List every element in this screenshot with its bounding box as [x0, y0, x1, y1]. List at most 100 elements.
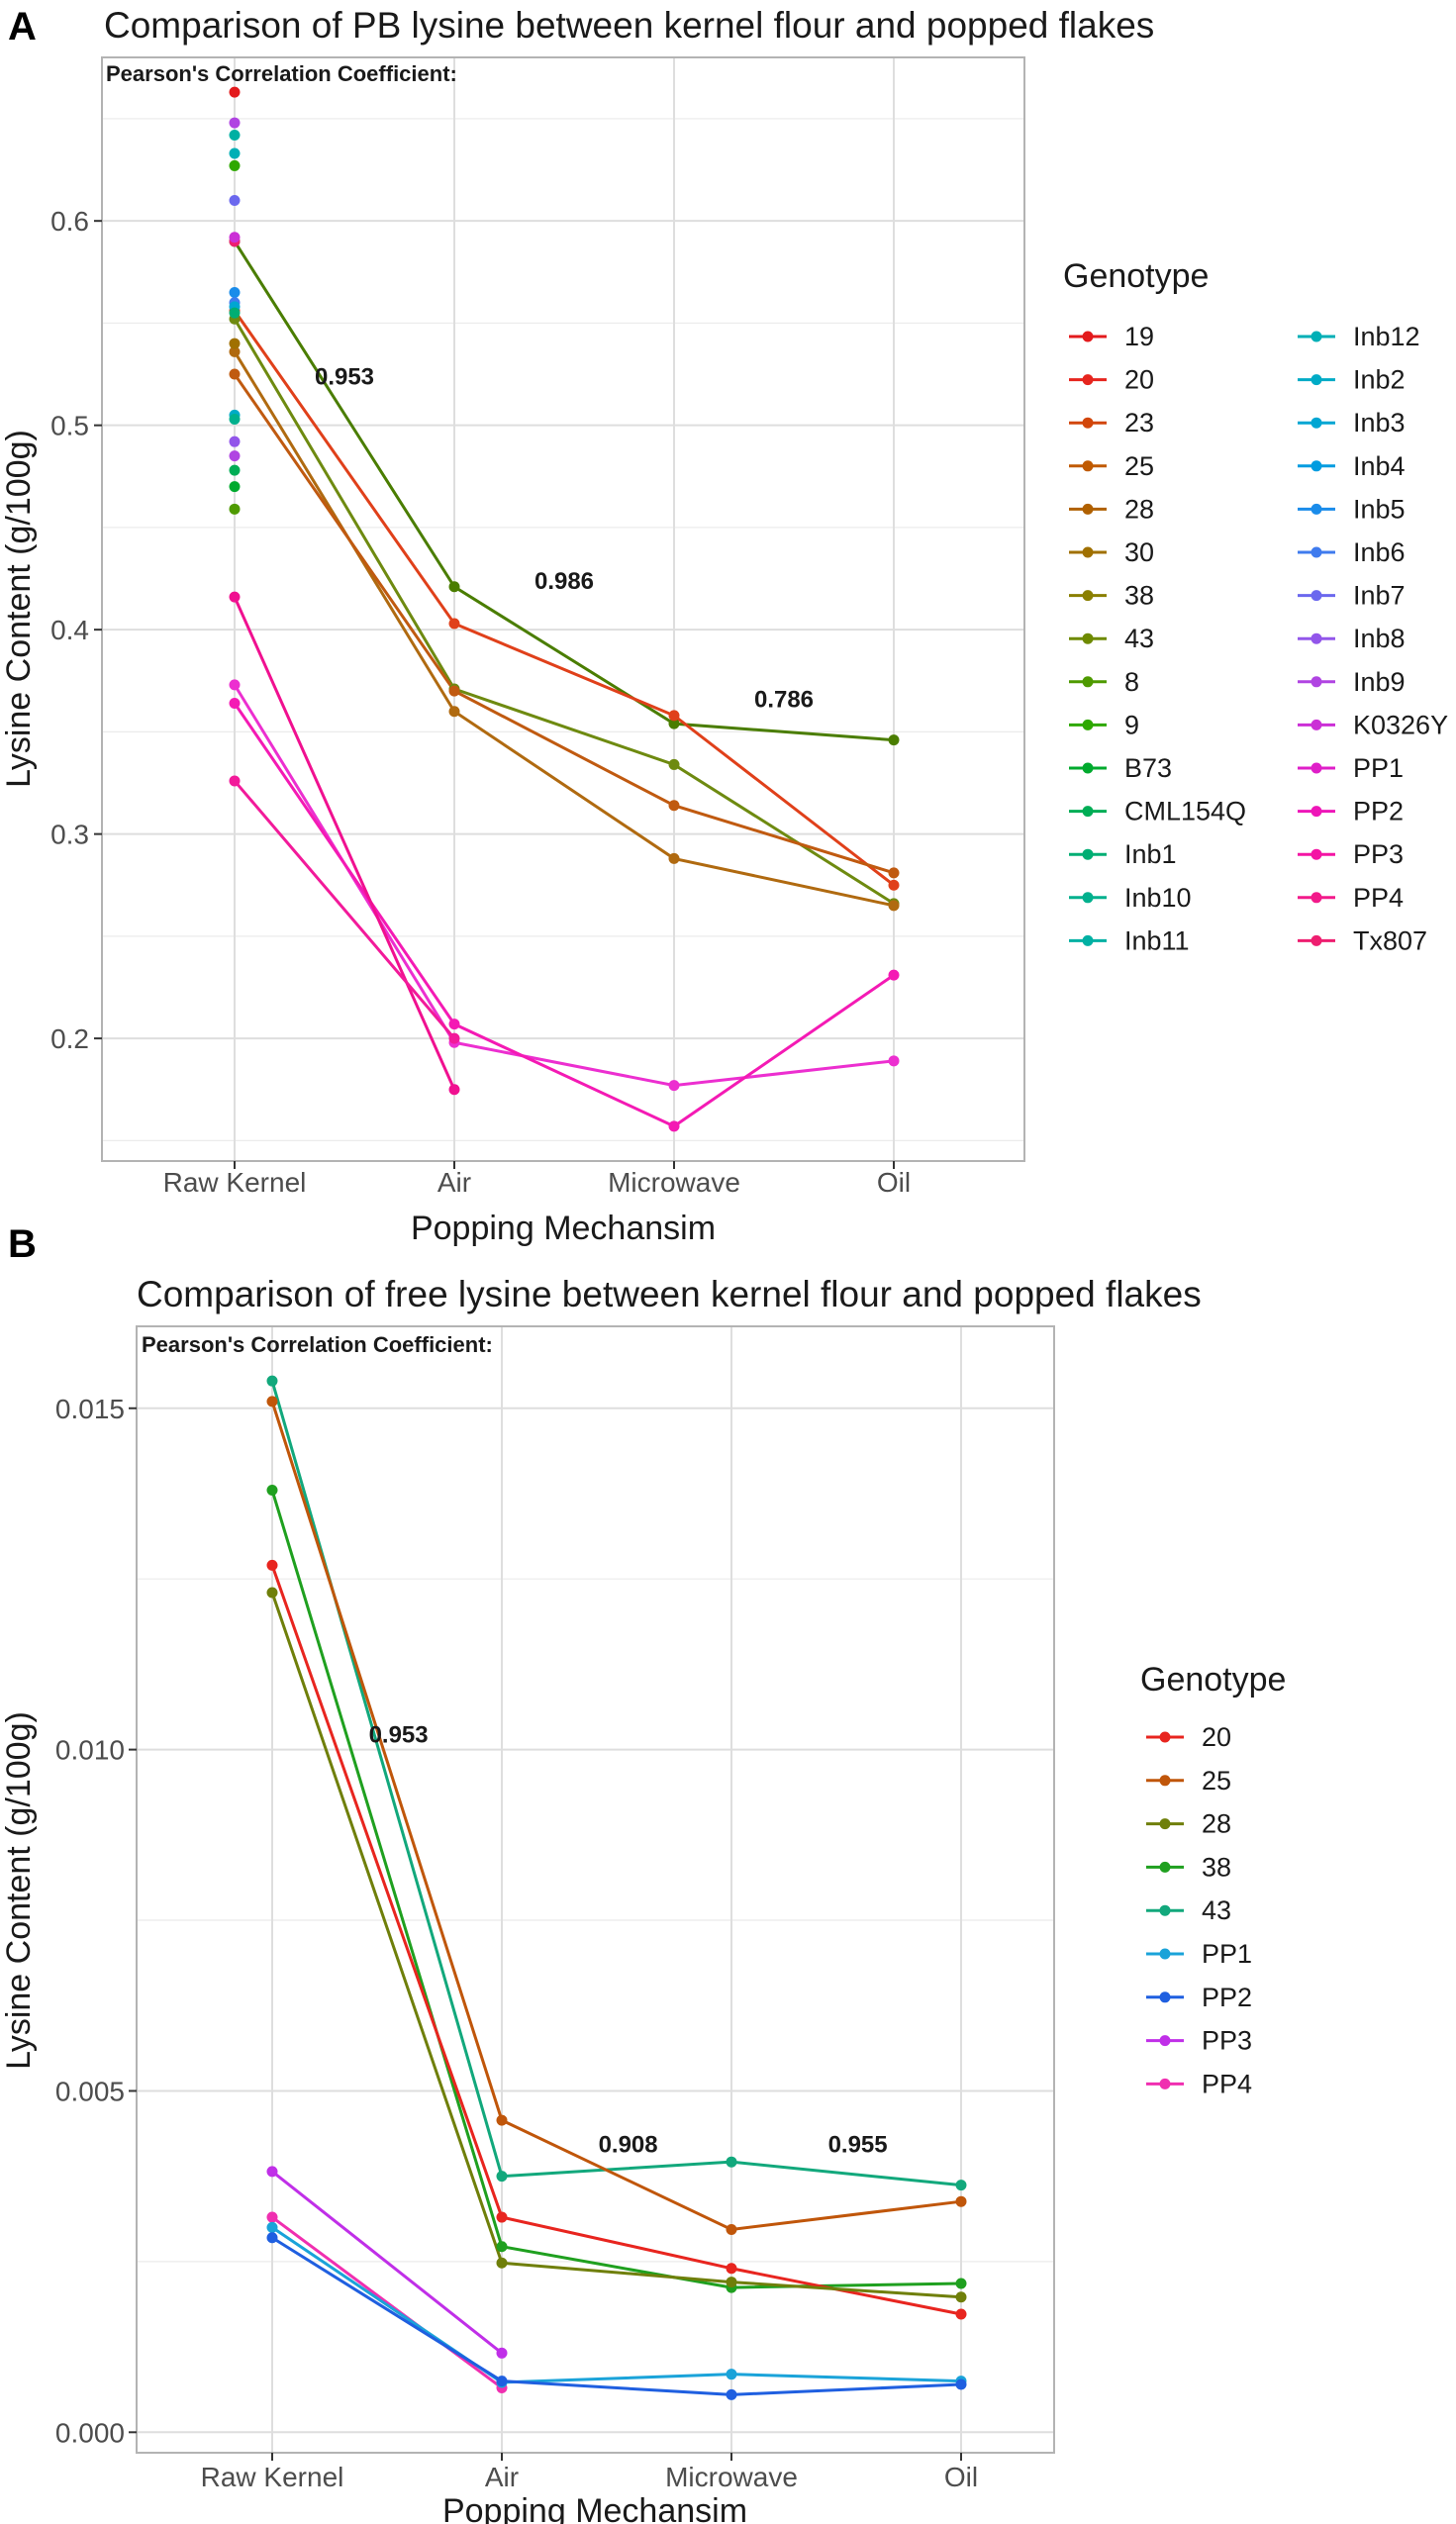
panel-a-legend-key-point: [1310, 632, 1322, 644]
panel-a-legend-key-point: [1310, 546, 1322, 558]
panel-a-legend-key-point: [1082, 676, 1094, 688]
panel-b-legend-key-point: [1159, 1991, 1171, 2003]
panel-b-legend-key-point: [1159, 1775, 1171, 1787]
panel-a-legend-label: 28: [1124, 494, 1154, 524]
panel-b-series-point: [955, 2180, 967, 2191]
panel-a-legend-label: 8: [1124, 667, 1139, 697]
panel-a-legend-key-point: [1310, 460, 1322, 472]
panel-a-legend-key-point: [1082, 892, 1094, 904]
panel-a-legend-title: Genotype: [1063, 257, 1209, 295]
panel-a-legend-label: Inb4: [1353, 451, 1406, 481]
panel-a-correlation-value: 0.986: [534, 568, 594, 595]
panel-a-series-point: [668, 800, 680, 812]
panel-b-series-point: [266, 2232, 278, 2244]
panel-a-legend-label: CML154Q: [1124, 797, 1246, 826]
panel-a-legend-label: Inb1: [1124, 839, 1177, 869]
panel-a-legend-key-point: [1310, 331, 1322, 342]
panel-a-x-tick-label: Raw Kernel: [163, 1167, 307, 1198]
panel-a-x-axis-title: Popping Mechansim: [411, 1210, 716, 1247]
panel-a-legend-label: 43: [1124, 624, 1154, 653]
panel-b-series-point: [726, 2369, 737, 2380]
panel-b-y-ticks: 0.000 0.005 0.010 0.015: [55, 1394, 137, 2448]
panel-a-legend-label: Inb2: [1353, 365, 1406, 395]
panel-a-legend-label: 23: [1124, 408, 1154, 437]
panel-b-legend-key-point: [1159, 1861, 1171, 1873]
panel-b-series-point: [496, 2347, 508, 2359]
panel-b-series-point: [955, 2195, 967, 2207]
panel-a-legend-key-point: [1310, 719, 1322, 730]
panel-b-correlation-value: 0.953: [369, 1722, 429, 1749]
panel-b-series-point: [955, 2308, 967, 2320]
panel-a-series-point: [668, 718, 680, 729]
panel-a-legend-label: Inb7: [1353, 581, 1406, 611]
panel-b-series-point: [955, 2291, 967, 2303]
panel-b-y-tick-label: 0.015: [55, 1394, 125, 1424]
panel-b-series-line: [270, 1564, 962, 2316]
panel-b-legend-label: PP3: [1202, 2026, 1252, 2056]
panel-a-legend-label: PP4: [1353, 883, 1404, 913]
panel-a-series-point: [888, 969, 900, 981]
panel-a-series-point: [229, 679, 241, 691]
panel-a-raw-point: [229, 436, 241, 447]
panel-b-series-point: [266, 1396, 278, 1408]
panel-b-series-point: [496, 2114, 508, 2126]
panel-b-series-line: [270, 1401, 962, 2232]
panel-a-legend-label: Inb9: [1353, 667, 1406, 697]
panel-a-series-point: [668, 1080, 680, 1092]
panel-a-legend-key-point: [1082, 848, 1094, 860]
panel-a-legend-label: 9: [1124, 710, 1139, 739]
panel-a-series-point: [229, 345, 241, 357]
panel-b-series-point: [266, 2166, 278, 2178]
panel-a-series-point: [229, 697, 241, 709]
panel-a-series-line: [233, 779, 456, 1040]
panel-a-legend-key-point: [1082, 934, 1094, 946]
panel-a-legend-label: 30: [1124, 537, 1154, 567]
panel-b-series-point: [266, 1587, 278, 1599]
panel-b-legend-key-point: [1159, 1948, 1171, 1960]
panel-a-series-point: [668, 1120, 680, 1132]
panel-b-legend-label: 38: [1202, 1852, 1231, 1882]
panel-a-raw-point: [229, 450, 241, 462]
panel-b-x-tick-label: Oil: [944, 2462, 978, 2492]
panel-b-legend-key-point: [1159, 1818, 1171, 1830]
panel-a-series-point: [448, 706, 460, 718]
panel-b-legend-key-point: [1159, 1904, 1171, 1916]
panel-a-legend-label: 20: [1124, 365, 1154, 395]
panel-a-series-point: [888, 867, 900, 879]
panel-a-series-line: [233, 318, 895, 906]
panel-a-raw-point: [229, 232, 241, 243]
panel-a-legend-key-point: [1082, 374, 1094, 386]
panel-a-legend-key-point: [1310, 762, 1322, 774]
panel-a-series-point: [448, 618, 460, 630]
panel-a-series-point: [668, 852, 680, 864]
panel-a-legend-label: Inb12: [1353, 322, 1420, 351]
panel-b-series-point: [266, 2211, 278, 2223]
panel-a-series-point: [888, 1055, 900, 1067]
panel-b-plot-border: [136, 1325, 1055, 2454]
panel-b-legend: 20 25 28 38 43 PP1 PP2 PP3 PP4: [1146, 1722, 1252, 2098]
panel-a-legend-key-point: [1082, 590, 1094, 602]
panel-a-y-tick-label: 0.5: [50, 411, 89, 441]
panel-a-series-line: [233, 596, 456, 1091]
panel-a-legend-key-point: [1082, 762, 1094, 774]
panel-a-legend-label: PP2: [1353, 797, 1404, 826]
panel-a-raw-point: [229, 86, 241, 98]
panel-a-y-tick-label: 0.4: [50, 615, 89, 645]
panel-a-series-point: [229, 368, 241, 380]
panel-b: B Comparison of free lysine between kern…: [0, 1222, 1286, 2524]
panel-b-series-point: [496, 2257, 508, 2269]
panel-a-legend-label: Inb6: [1353, 537, 1406, 567]
panel-b-legend-label: 28: [1202, 1809, 1231, 1839]
panel-a-series-point: [448, 1032, 460, 1044]
panel-b-series-point: [266, 1375, 278, 1387]
panel-a-legend-key-point: [1082, 546, 1094, 558]
panel-b-x-axis-title: Popping Mechansim: [442, 2492, 747, 2524]
panel-a-lines: [233, 241, 895, 1128]
panel-a-correlation-heading: Pearson's Correlation Coefficient:: [106, 61, 457, 86]
panel-b-legend-label: 25: [1202, 1766, 1231, 1796]
panel-a-legend-label: PP3: [1353, 839, 1404, 869]
panel-a-y-axis-title: Lysine Content (g/100g): [0, 430, 38, 788]
panel-a-legend-label: PP1: [1353, 753, 1404, 783]
panel-a-series-point: [448, 1019, 460, 1030]
